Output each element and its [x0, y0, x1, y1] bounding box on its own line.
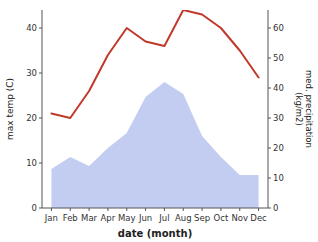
- y2-tick-label: 40: [273, 83, 284, 93]
- x-tick-label: May: [118, 213, 136, 223]
- x-tick: [258, 208, 259, 211]
- chart: Jan FebMarAprMayJun Jul AugSep OctNovDec 0 10 2…: [0, 0, 318, 242]
- y2-tick: [268, 208, 271, 209]
- temperature-line: [51, 10, 258, 118]
- y-tick-label: 30: [26, 68, 37, 78]
- y-tick: [39, 163, 42, 164]
- x-tick-label: Sep: [194, 213, 210, 223]
- y2-axis-label-line: med. precipitation: [304, 70, 314, 148]
- y2-tick-label: 50: [273, 53, 284, 63]
- y-tick-label: 10: [26, 158, 37, 168]
- x-tick-label: Nov: [231, 213, 248, 223]
- x-tick: [126, 208, 127, 211]
- x-tick: [145, 208, 146, 211]
- y-tick: [39, 28, 42, 29]
- x-axis-label: date (month): [118, 228, 192, 239]
- y2-tick-label: 20: [273, 143, 284, 153]
- x-tick-label: Apr: [101, 213, 116, 223]
- y-tick: [39, 208, 42, 209]
- x-tick: [202, 208, 203, 211]
- y2-tick: [268, 88, 271, 89]
- y2-tick-label: 10: [273, 173, 284, 183]
- x-tick: [183, 208, 184, 211]
- x-tick: [51, 208, 52, 211]
- chart-container: Jan FebMarAprMayJun Jul AugSep OctNovDec 0 10 2…: [0, 0, 318, 242]
- x-tick-label: Jul: [158, 213, 169, 223]
- y-axis-label: max temp (C): [5, 78, 15, 140]
- y2-tick-label: 60: [273, 23, 284, 33]
- x-tick: [164, 208, 165, 211]
- y2-axis-label-line: (kg/m2): [294, 92, 304, 126]
- x-tick: [220, 208, 221, 211]
- x-tick-label: Feb: [63, 213, 78, 223]
- y2-tick: [268, 28, 271, 29]
- x-tick: [89, 208, 90, 211]
- x-tick-label: Aug: [175, 213, 192, 223]
- y-tick: [39, 118, 42, 119]
- x-tick-label: Dec: [250, 213, 267, 223]
- y2-tick: [268, 178, 271, 179]
- x-tick: [107, 208, 108, 211]
- x-tick: [239, 208, 240, 211]
- x-tick-label: Jun: [138, 213, 152, 223]
- y2-axis-label: med. precipitation(kg/m2): [294, 70, 315, 148]
- y-axis-line: [42, 10, 43, 208]
- x-tick-label: Jan: [44, 213, 58, 223]
- y-tick-label: 0: [32, 203, 37, 213]
- y-tick-label: 20: [26, 113, 37, 123]
- x-axis-line: [42, 208, 268, 209]
- y2-tick-label: 0: [273, 203, 278, 213]
- y2-tick: [268, 148, 271, 149]
- x-tick-label: Oct: [214, 213, 229, 223]
- y2-tick: [268, 118, 271, 119]
- plot-area: [51, 10, 258, 208]
- x-tick: [70, 208, 71, 211]
- y-tick-label: 40: [26, 23, 37, 33]
- y-tick: [39, 73, 42, 74]
- y2-tick: [268, 58, 271, 59]
- y2-tick-label: 30: [273, 113, 284, 123]
- x-tick-label: Mar: [81, 213, 98, 223]
